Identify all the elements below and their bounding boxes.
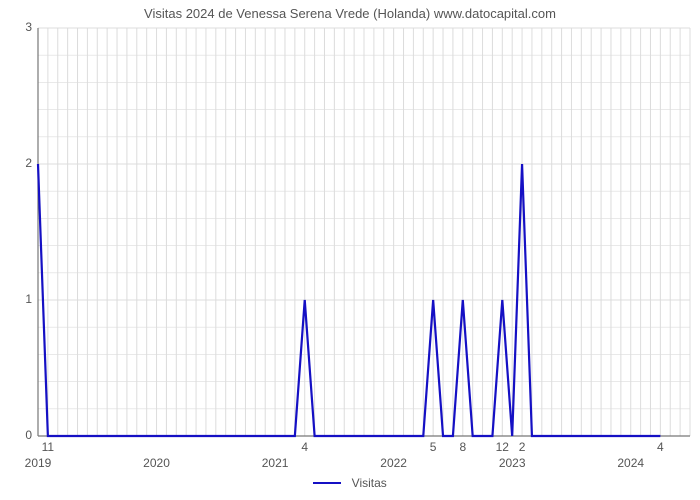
legend-label: Visitas bbox=[352, 476, 387, 490]
chart-svg bbox=[0, 0, 700, 500]
x-tick-label: 2024 bbox=[617, 456, 644, 470]
data-point-label: 8 bbox=[459, 440, 466, 454]
data-point-label: 12 bbox=[496, 440, 509, 454]
x-tick-label: 2020 bbox=[143, 456, 170, 470]
x-tick-label: 2019 bbox=[25, 456, 52, 470]
legend-line-icon bbox=[313, 482, 341, 484]
data-point-label: 11 bbox=[42, 440, 54, 454]
y-tick-label: 2 bbox=[6, 156, 32, 170]
data-point-label: 4 bbox=[657, 440, 664, 454]
data-point-label: 5 bbox=[430, 440, 437, 454]
x-tick-label: 2022 bbox=[380, 456, 407, 470]
data-point-label: 4 bbox=[301, 440, 308, 454]
x-tick-label: 2023 bbox=[499, 456, 526, 470]
y-tick-label: 0 bbox=[6, 428, 32, 442]
y-tick-label: 1 bbox=[6, 292, 32, 306]
data-point-label: 2 bbox=[519, 440, 526, 454]
legend: Visitas bbox=[0, 474, 700, 492]
y-tick-label: 3 bbox=[6, 20, 32, 34]
chart-container: Visitas 2024 de Venessa Serena Vrede (Ho… bbox=[0, 0, 700, 500]
x-tick-label: 2021 bbox=[262, 456, 289, 470]
